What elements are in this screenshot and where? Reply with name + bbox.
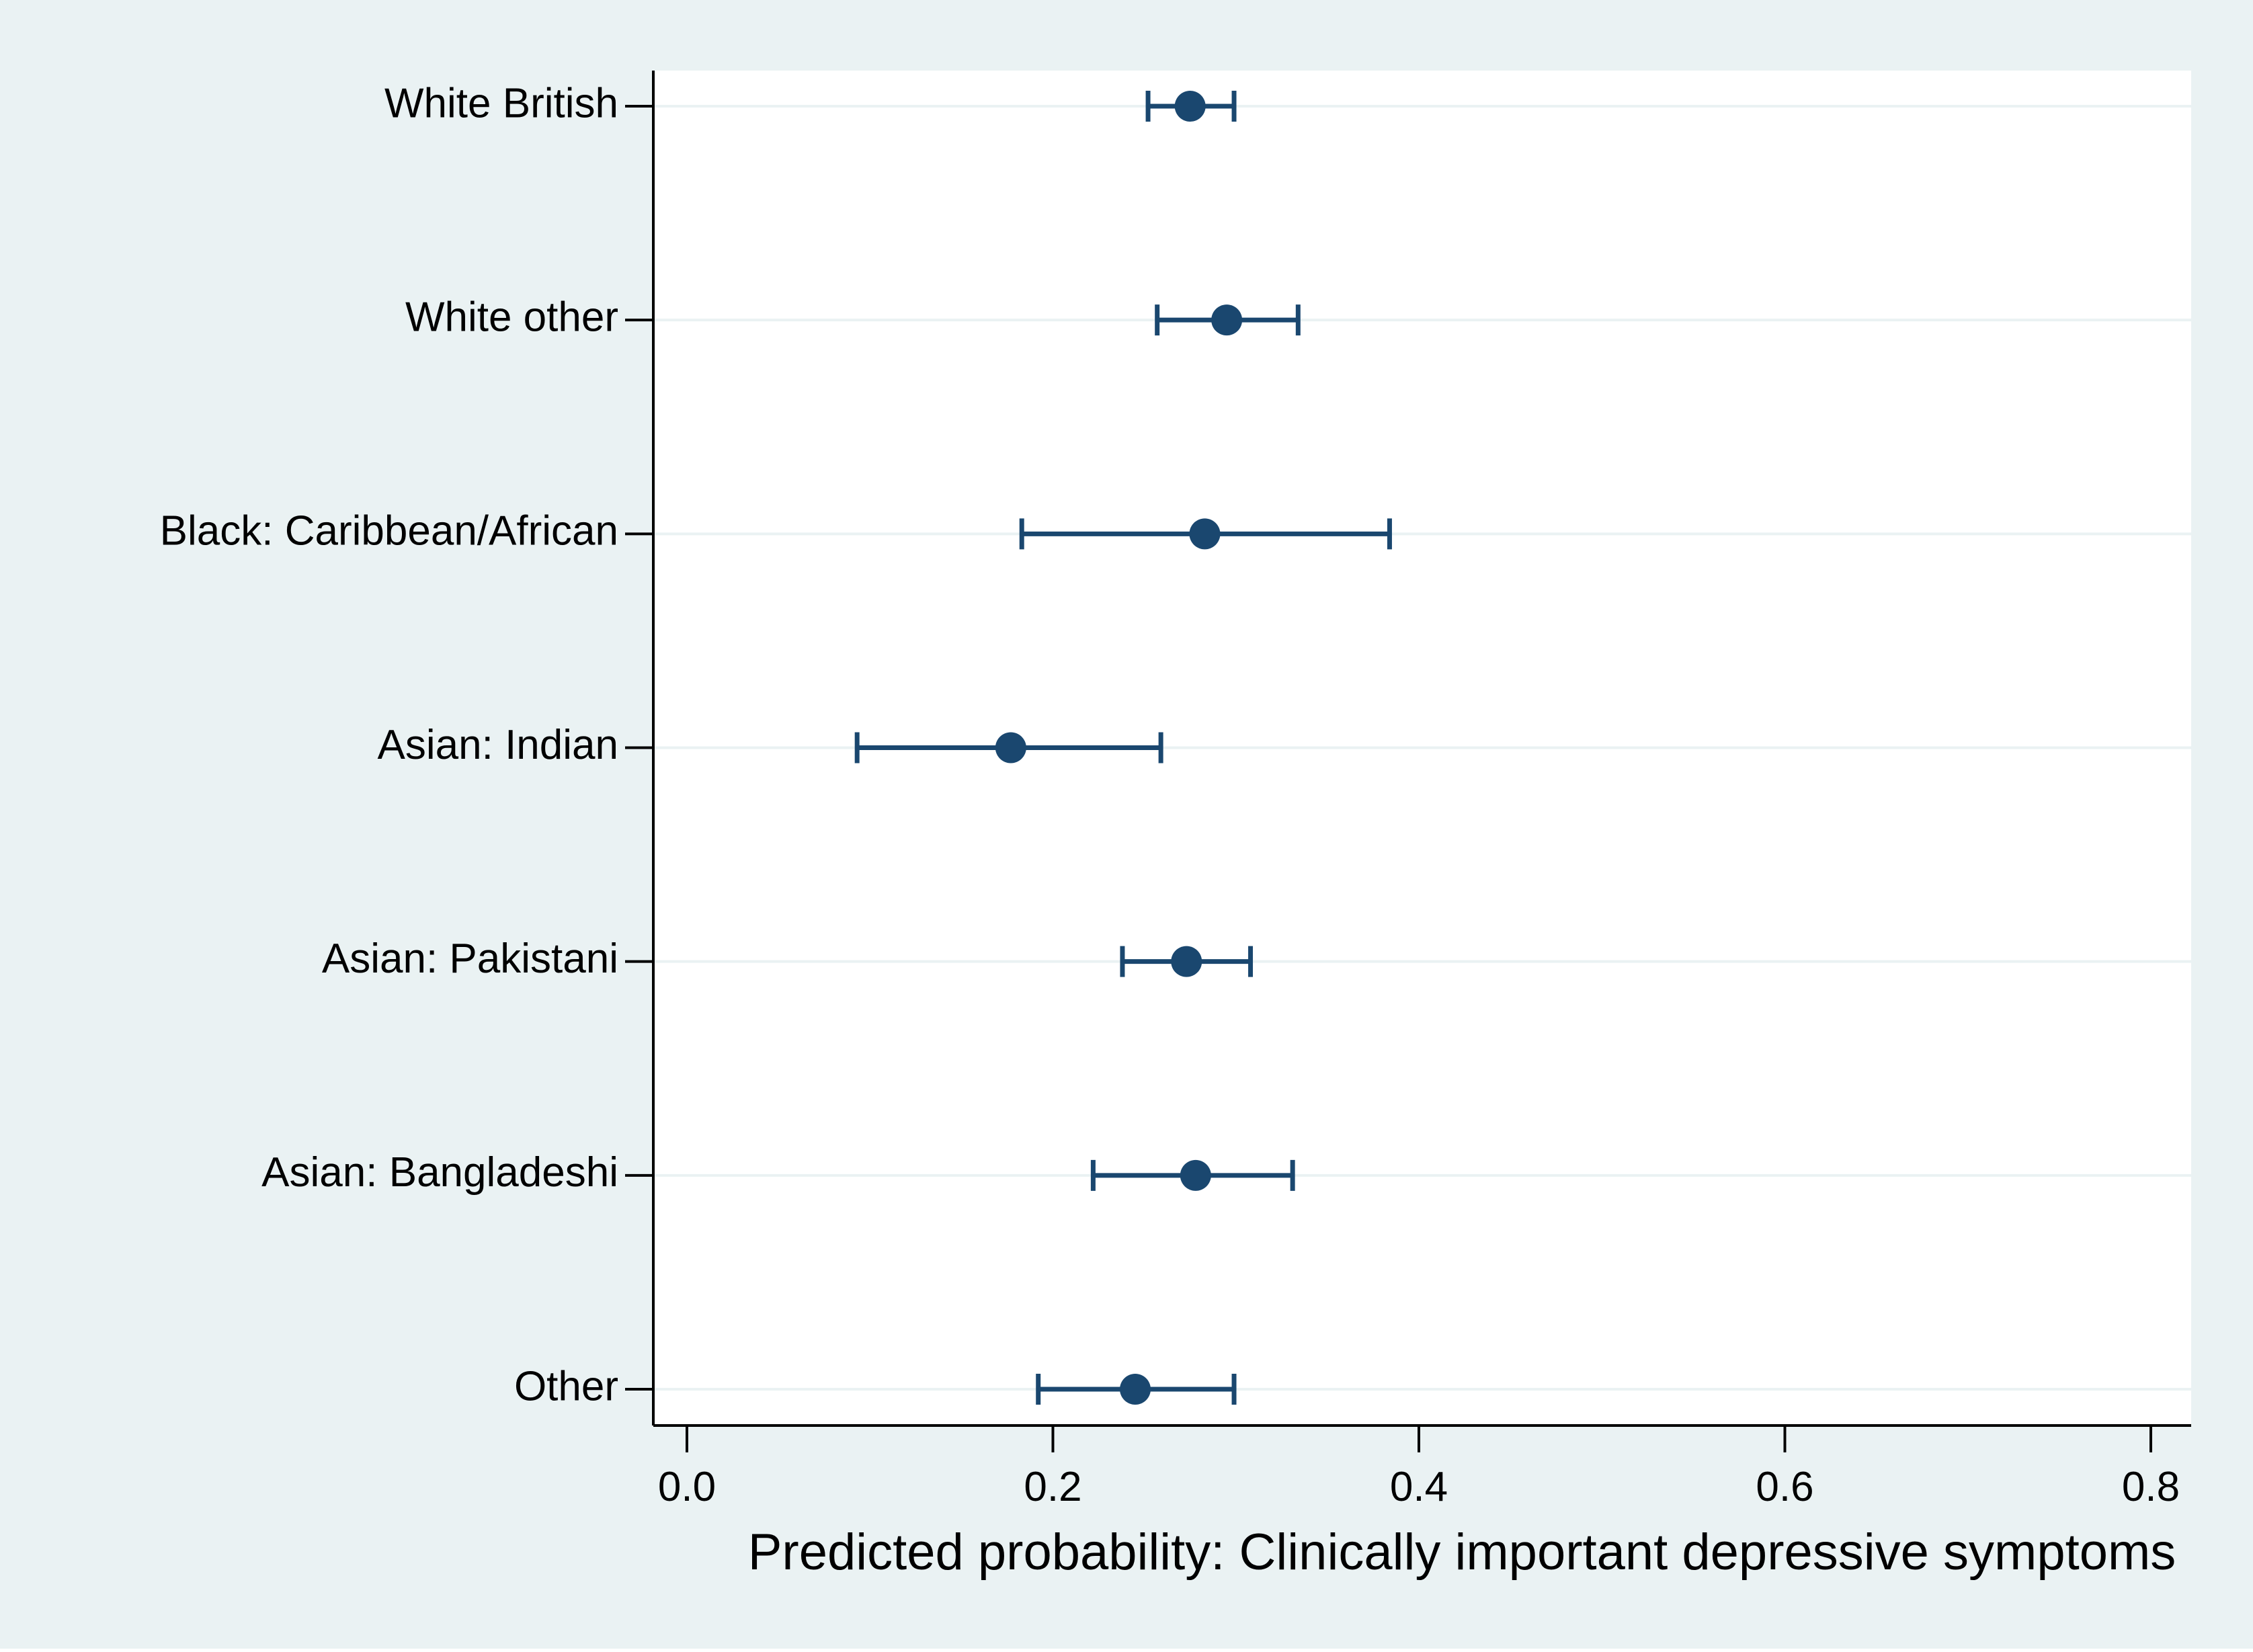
y-tick-label: Asian: Bangladeshi: [261, 1149, 618, 1196]
y-tick-label: Asian: Pakistani: [322, 936, 618, 982]
x-axis-ticks: 0.0 0.2 0.4 0.6 0.8: [658, 1426, 2180, 1510]
y-tick-label: Other: [514, 1363, 618, 1409]
data-point: [1171, 946, 1202, 977]
x-tick-label: 0.6: [1756, 1464, 1813, 1510]
data-point: [1174, 91, 1206, 122]
x-tick-label: 0.0: [658, 1464, 716, 1510]
points: [995, 91, 1243, 1405]
data-point: [1120, 1374, 1151, 1405]
data-point: [995, 732, 1026, 763]
x-tick-label: 0.4: [1390, 1464, 1448, 1510]
data-point: [1189, 518, 1221, 550]
x-axis-title: Predicted probability: Clinically import…: [748, 1524, 2176, 1581]
data-point: [1211, 304, 1243, 336]
y-tick-label: White British: [384, 80, 618, 126]
gridlines: [653, 105, 2191, 1391]
x-tick-label: 0.2: [1024, 1464, 1081, 1510]
y-tick-label: White other: [405, 294, 618, 341]
data-point: [1180, 1159, 1211, 1191]
y-tick-label: Black: Caribbean/African: [160, 508, 618, 554]
y-axis-ticks: White British White other Black: Caribbean…: [160, 80, 653, 1409]
x-tick-label: 0.8: [2122, 1464, 2180, 1510]
y-tick-label: Asian: Indian: [378, 722, 618, 768]
